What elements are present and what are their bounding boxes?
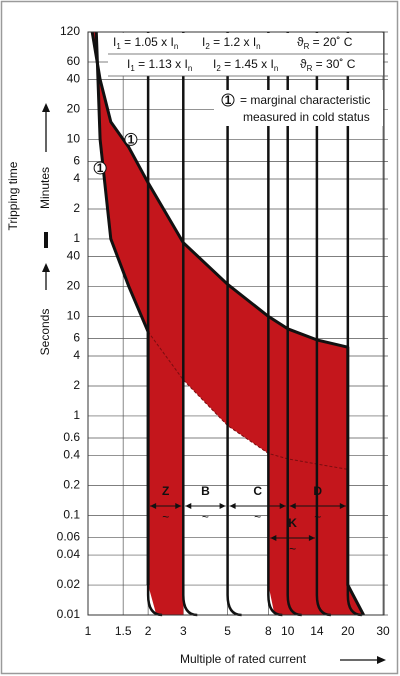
legend-item: I2 = 1.2 x In [202,35,261,51]
x-tick-label: 2 [145,624,152,638]
legend-text: n [274,64,278,73]
y-tick-label: 10 [67,132,81,146]
legend-item: ϑR = 20˚ C [297,35,353,51]
legend-text: 1 [116,42,121,51]
legend-item: ϑR = 30˚ C [300,57,356,73]
zone-label: D [313,484,322,498]
y-tick-label: 4 [73,171,80,185]
legend-text: ϑ [300,57,307,71]
y-tick-label: 0.01 [57,607,81,621]
seconds-label: Seconds [38,309,52,356]
legend-text: ϑ [297,35,304,49]
y-tick-label: 2 [73,378,80,392]
legend-text: 1 [130,64,135,73]
y-tick-label: 0.06 [57,530,81,544]
zone-symbol: ~ [202,510,209,524]
zone-symbol: ~ [162,510,169,524]
y-tick-label: 0.04 [57,547,81,561]
zone-label: Z [162,484,169,498]
y-tick-label: 20 [67,102,81,116]
y-tick-label: 20 [67,279,81,293]
y-tick-label: 6 [73,331,80,345]
legend-text: = 1.05 x I [121,35,174,49]
y-tick-label: 10 [67,309,81,323]
y-tick-label: 0.1 [63,508,80,522]
x-tick-label: 10 [281,624,295,638]
note-marker-label: 1 [225,93,232,107]
x-tick-label: 5 [224,624,231,638]
legend-item: I2 = 1.45 x In [213,57,278,73]
legend-text: 2 [216,64,221,73]
plot-frame [87,31,385,616]
y-tick-label: 120 [60,24,80,38]
legend-item: I1 = 1.05 x In [113,35,178,51]
zone-label: K [288,516,297,530]
y-tick-label: 0.4 [63,448,80,462]
y-tick-label: 0.02 [57,577,81,591]
legend-text: I [202,35,205,49]
legend-text: R [307,64,313,73]
legend-text: I [213,57,216,71]
arrow-head [42,103,50,112]
x-tick-label: 1 [85,624,92,638]
legend-text: = 1.2 x I [210,35,256,49]
minutes-label: Minutes [38,167,52,209]
legend-text: I [113,35,116,49]
marker [124,132,138,146]
y-tick-label: 1 [73,408,80,422]
legend-text: = 1.13 x I [135,57,188,71]
note-marker [221,93,235,107]
y-tick-label: 6 [73,154,80,168]
y-tick-label: 40 [67,72,81,86]
y-tick-label: 40 [67,249,81,263]
legend-text: n [174,42,178,51]
y-tick-label: 4 [73,348,80,362]
y-tick-label: 60 [67,54,81,68]
note-text: = marginal characteristic [240,93,370,107]
legend-text: 2 [205,42,210,51]
y-tick-label: 2 [73,201,80,215]
legend-text: = 20˚ C [309,35,352,49]
legend-text: n [256,42,260,51]
x-axis-label: Multiple of rated current [180,652,307,666]
arrow-head [289,503,346,509]
x-tick-label: 3 [180,624,187,638]
y-tick-label: 0.2 [63,478,80,492]
y-tick-label: 1 [73,231,80,245]
y-tick-label: 0.6 [63,430,80,444]
legend-text: = 1.45 x I [221,57,274,71]
zone-symbol: ~ [289,542,296,556]
legend-text: n [188,64,192,73]
marker-label: 1 [128,133,135,147]
zone-symbol: ~ [314,510,321,524]
arrow-head [377,656,386,664]
arrow-head [42,263,50,272]
zone-symbol: ~ [254,510,261,524]
x-tick-label: 1.5 [115,624,132,638]
x-tick-label: 20 [341,624,355,638]
legend-text: I [127,57,130,71]
x-tick-label: 8 [265,624,272,638]
cold-curve [147,331,348,470]
arrow-head [229,503,286,509]
legend-text: = 30˚ C [312,57,355,71]
legend-item: I1 = 1.13 x In [127,57,192,73]
zone-label: C [253,484,262,498]
note-box [214,90,383,126]
zone-label: B [201,484,210,498]
marker [93,161,107,175]
marker-label: 1 [97,161,104,175]
x-tick-label: 30 [376,624,390,638]
y-axis-label: Tripping time [6,161,20,230]
x-tick-label: 14 [310,624,324,638]
separator [44,232,48,248]
legend-box [108,33,383,76]
legend-text: R [304,42,310,51]
note-text: measured in cold status [243,110,370,124]
